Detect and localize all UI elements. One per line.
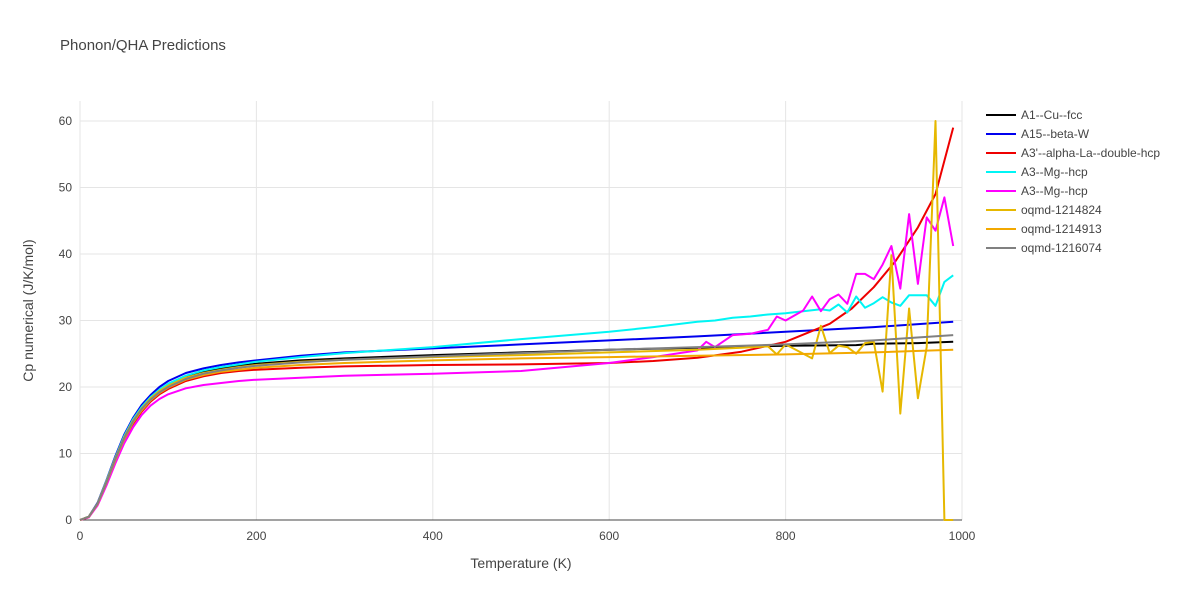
x-tick-label: 400 [423,529,443,543]
legend-label: oqmd-1216074 [1021,241,1102,255]
legend-label: A3--Mg--hcp [1021,165,1088,179]
legend-item-1[interactable]: A1--Cu--fcc [986,108,1082,122]
series-line-5 [79,196,955,521]
legend-label: A15--beta-W [1021,127,1090,141]
x-tick-label: 200 [246,529,266,543]
plot-series [79,120,955,521]
legend-item-3[interactable]: A3'--alpha-La--double-hcp [986,146,1160,160]
grid-lines [79,101,963,520]
y-tick-label: 60 [59,114,73,128]
y-tick-label: 20 [59,380,73,394]
legend-item-7[interactable]: oqmd-1214913 [986,222,1102,236]
y-tick-label: 0 [65,513,72,527]
x-axis-title: Temperature (K) [470,555,571,571]
series-line-2 [79,320,954,521]
legend-item-6[interactable]: oqmd-1214824 [986,203,1102,217]
legend-label: oqmd-1214913 [1021,222,1102,236]
legend-item-4[interactable]: A3--Mg--hcp [986,165,1088,179]
legend-label: A1--Cu--fcc [1021,108,1082,122]
series-line-3 [79,127,955,521]
legend-label: A3'--alpha-La--double-hcp [1021,146,1160,160]
y-tick-label: 30 [59,313,73,327]
series-line-4 [79,274,954,521]
legend-item-8[interactable]: oqmd-1216074 [986,241,1102,255]
legend-label: A3--Mg--hcp [1021,184,1088,198]
y-axis-title: Cp numerical (J/K/mol) [20,239,36,381]
x-tick-label: 0 [77,529,84,543]
legend[interactable]: A1--Cu--fcc A15--beta-W A3'--alpha-La--dou… [986,108,1160,255]
legend-label: oqmd-1214824 [1021,203,1102,217]
chart-title: Phonon/QHA Predictions [60,37,226,54]
y-tick-label: 50 [59,180,73,194]
legend-item-2[interactable]: A15--beta-W [986,127,1090,141]
y-axis-ticks: 0 10 20 30 40 50 60 [59,114,73,527]
x-tick-label: 600 [599,529,619,543]
x-tick-label: 800 [776,529,796,543]
y-tick-label: 40 [59,247,73,261]
x-axis-ticks: 0 200 400 600 800 1000 [77,529,976,543]
series-line-8 [79,334,954,521]
y-tick-label: 10 [59,446,73,460]
x-tick-label: 1000 [949,529,976,543]
legend-item-5[interactable]: A3--Mg--hcp [986,184,1088,198]
